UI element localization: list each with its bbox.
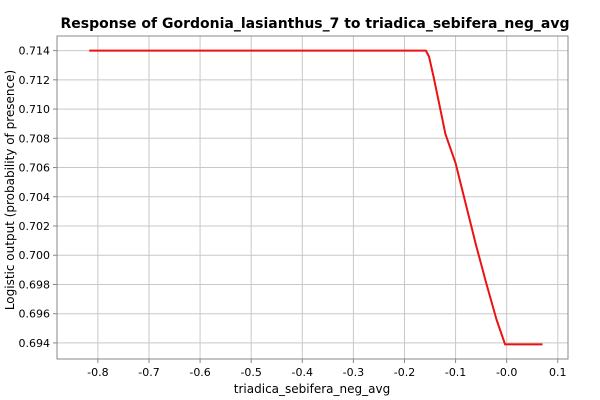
plot-area <box>57 36 568 359</box>
y-tick-label: 0.714 <box>19 45 51 58</box>
y-tick-label: 0.698 <box>19 278 51 291</box>
y-tick-label: 0.696 <box>19 308 51 321</box>
y-tick-label: 0.706 <box>19 162 51 175</box>
x-tick-label: -0.7 <box>138 366 159 379</box>
y-tick-label: 0.704 <box>19 191 51 204</box>
x-tick-label: -0.4 <box>292 366 313 379</box>
y-axis-label: Logistic output (probability of presence… <box>3 70 17 310</box>
x-tick-label: -0.0 <box>496 366 517 379</box>
y-tick-label: 0.702 <box>19 220 51 233</box>
chart-title: Response of Gordonia_lasianthus_7 to tri… <box>61 16 570 32</box>
response-line <box>89 49 543 346</box>
y-tick-label: 0.694 <box>19 337 51 350</box>
x-tick-label: -0.1 <box>445 366 466 379</box>
y-axis: 0.694 0.696 0.698 0.700 0.702 0.704 0.706 0.708… <box>19 45 57 350</box>
x-tick-label: 0.1 <box>549 366 567 379</box>
x-tick-label: -0.2 <box>394 366 415 379</box>
grid <box>56 35 569 360</box>
x-tick-label: -0.8 <box>87 366 108 379</box>
x-axis: -0.8 -0.7 -0.6 -0.5 -0.4 -0.3 -0.2 -0.1 -0.0 0.1 <box>87 359 567 379</box>
series-group <box>89 49 543 346</box>
plot-border <box>56 35 569 360</box>
x-tick-label: -0.5 <box>240 366 261 379</box>
x-tick-label: -0.3 <box>343 366 364 379</box>
y-tick-label: 0.712 <box>19 74 51 87</box>
y-tick-label: 0.700 <box>19 249 51 262</box>
x-tick-label: -0.6 <box>189 366 210 379</box>
x-axis-label: triadica_sebifera_neg_avg <box>234 382 390 396</box>
y-tick-label: 0.708 <box>19 132 51 145</box>
y-tick-label: 0.710 <box>19 103 51 116</box>
